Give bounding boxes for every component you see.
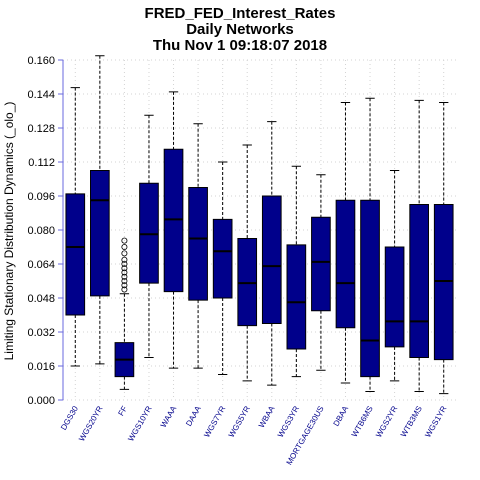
outlier-point [121,277,128,284]
iqr-box [311,216,331,312]
axes [58,59,64,401]
chart-title-line-3: Thu Nov 1 09:18:07 2018 [152,37,328,54]
iqr-box [261,195,282,324]
box-wgs20yr [90,55,110,365]
outlier-point [121,273,128,280]
chart-title-line-2: Daily Networks [186,21,294,38]
iqr-box [237,238,258,327]
outlier-point [121,265,128,272]
outlier-point [121,286,128,293]
x-tick-label: WTB3MS [399,405,424,439]
outlier-point [121,269,128,276]
outlier-point [121,237,128,244]
outlier-point [121,256,128,263]
y-tick-label: 0.128 [27,123,55,135]
outlier-point [121,260,128,267]
x-tick-label: WGS5YR [227,404,252,439]
box-dgs30 [65,87,86,367]
iqr-box [433,204,454,361]
x-tick-label: FF [116,404,129,417]
box-daaa [188,123,208,369]
iqr-box [409,204,429,358]
box-wgs2yr [384,170,405,382]
iqr-box [65,193,86,316]
iqr-box [360,199,380,378]
iqr-box [212,218,233,299]
iqr-box [286,244,307,350]
y-axis-label: Limiting Stationary Distribution Dynamic… [2,102,16,361]
y-tick-label: 0.048 [27,293,55,305]
y-tick-label: 0.096 [27,191,55,203]
iqr-box [90,170,110,297]
x-tick-label: WTB6MS [350,405,375,439]
box-wtb6ms [360,97,380,392]
box-wgs1yr [433,102,454,395]
y-tick-label: 0.064 [27,259,55,271]
box-ff [114,237,135,390]
y-tick-label: 0.016 [27,361,55,373]
outlier-point [121,250,128,257]
box-wgs7yr [212,161,233,375]
outlier-point [121,243,128,250]
box-waaa [163,91,184,369]
x-tick-label: WBAA [257,404,277,429]
x-tick-label: WGS10YR [126,404,153,443]
y-tick-label: 0.112 [28,157,55,169]
y-tick-label: 0.032 [27,327,55,339]
x-tick-label: WGS2YR [374,404,399,439]
x-tick-label: WGS3YR [276,404,301,439]
box-wgs10yr [139,114,159,358]
box-mortgage30us [311,174,331,371]
x-tick-label: DAAA [184,404,203,428]
x-tick-label: WGS1YR [423,404,448,439]
box-wgs5yr [237,144,258,382]
box-wgs3yr [286,165,307,378]
x-tick-label: WAAA [159,404,179,429]
outlier-point [121,282,128,289]
x-tick-label: WGS20YR [77,404,104,443]
chart-title-line-1: FRED_FED_Interest_Rates [144,5,336,22]
iqr-box [188,187,208,301]
y-tick-label: 0.144 [27,89,55,101]
iqr-box [335,199,356,329]
x-tick-label: WGS7YR [202,404,227,439]
iqr-box [163,148,184,293]
x-tick-label: DGS30 [59,404,80,432]
box-wbaa [261,121,282,386]
boxes [65,55,454,395]
iqr-box [139,182,159,284]
y-tick-label: 0.000 [27,395,55,407]
y-tick-label: 0.160 [27,55,55,67]
x-tick-label: DBAA [332,404,351,428]
box-wtb3ms [409,99,429,392]
y-tick-label: 0.080 [27,225,55,237]
iqr-box [384,246,405,348]
box-dbaa [335,102,356,384]
